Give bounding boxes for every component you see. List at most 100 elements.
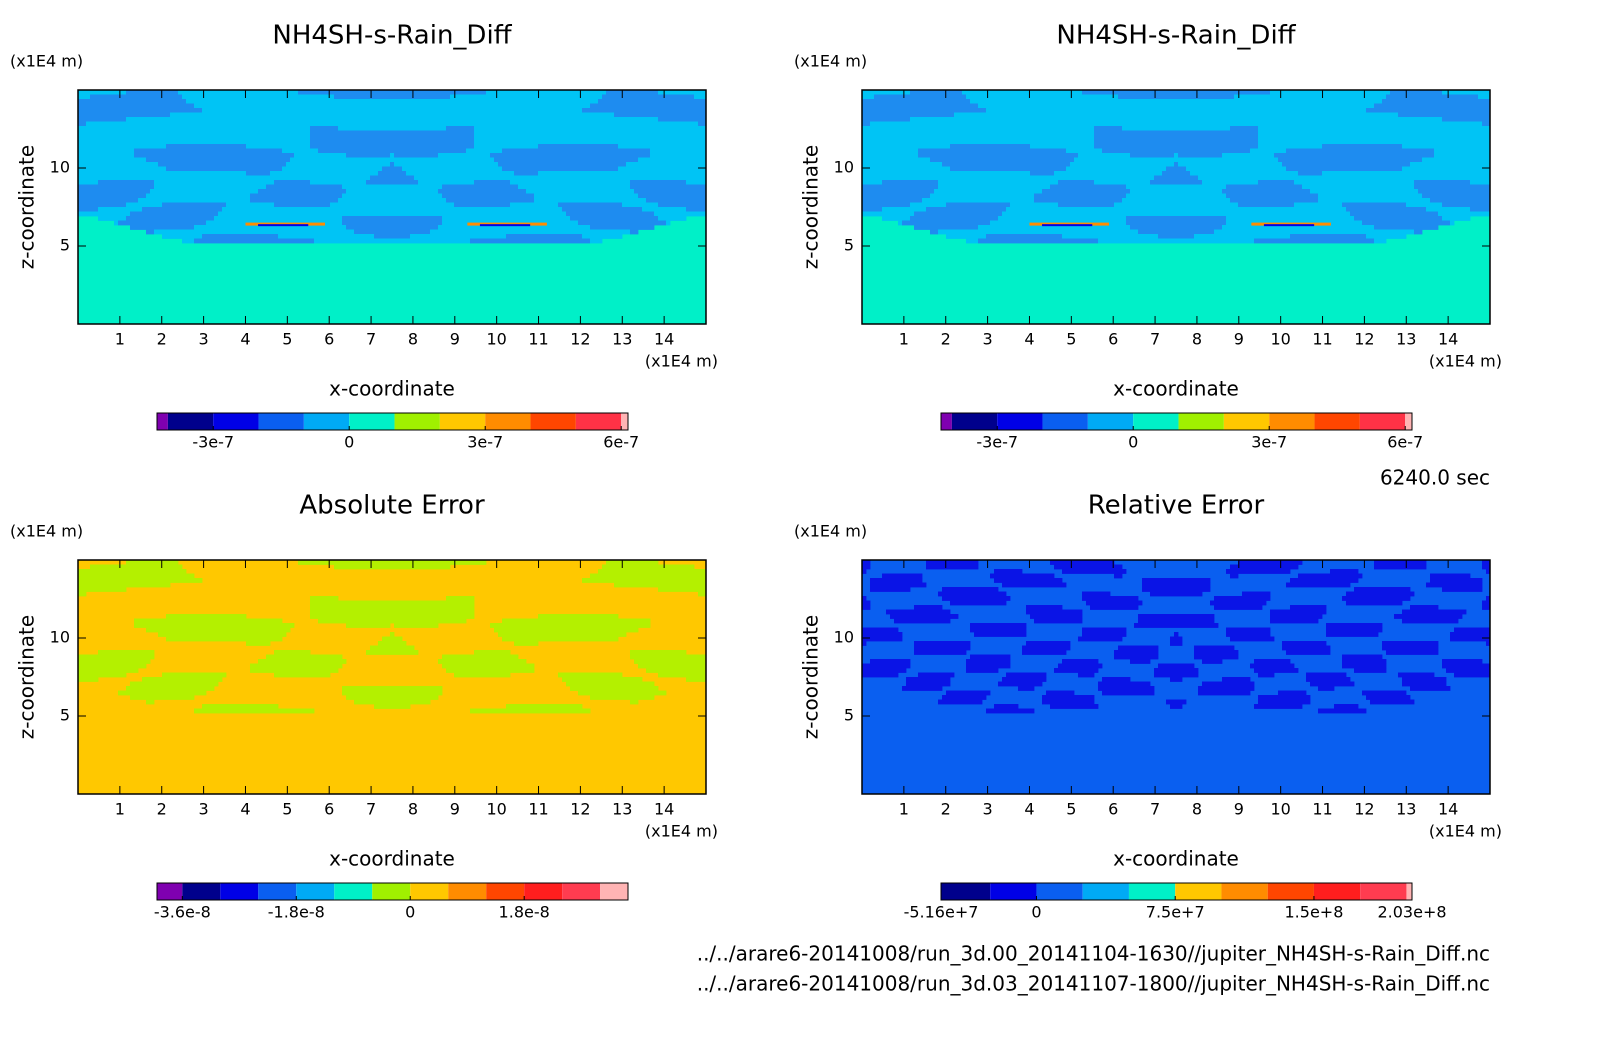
colorbar-segment bbox=[1042, 413, 1088, 430]
field-cell bbox=[614, 582, 707, 588]
field-cell bbox=[342, 220, 443, 226]
field-cell bbox=[658, 216, 687, 221]
field-cell bbox=[862, 564, 871, 570]
field-cell bbox=[1402, 609, 1467, 615]
field-cell bbox=[1094, 144, 1259, 149]
field-cell bbox=[474, 180, 511, 185]
field-cell bbox=[894, 618, 951, 624]
field-cell bbox=[474, 130, 707, 136]
x-tick-label: 10 bbox=[486, 800, 506, 819]
field-cell bbox=[98, 650, 155, 655]
field-cell bbox=[1138, 618, 1215, 624]
field-cell bbox=[1122, 126, 1231, 131]
field-cell bbox=[134, 618, 283, 624]
field-cell bbox=[1258, 126, 1491, 131]
field-cell bbox=[502, 618, 651, 624]
file-path: ../../arare6-20141008/run_3d.00_20141104… bbox=[697, 942, 1490, 966]
field-cell bbox=[114, 220, 119, 226]
field-cell bbox=[562, 677, 643, 682]
field-cell bbox=[590, 103, 707, 109]
field-cell bbox=[78, 202, 127, 208]
colorbar-segment bbox=[575, 413, 622, 430]
field-cell bbox=[1258, 130, 1491, 136]
field-cell bbox=[1174, 162, 1179, 167]
field-cell bbox=[966, 668, 999, 673]
field-cell bbox=[1022, 650, 1067, 655]
colorbar-segment bbox=[990, 883, 1037, 900]
field-cell bbox=[658, 202, 707, 208]
field-cell bbox=[126, 686, 215, 691]
field-cell bbox=[138, 198, 251, 203]
field-feature bbox=[1263, 224, 1315, 227]
field-cell bbox=[1398, 672, 1435, 678]
field-cell bbox=[862, 627, 899, 633]
field-cell bbox=[1346, 591, 1415, 597]
field-cell bbox=[1326, 632, 1379, 637]
field-cell bbox=[1418, 189, 1491, 194]
field-cell bbox=[310, 126, 339, 131]
field-cell bbox=[590, 225, 655, 230]
field-cell bbox=[366, 180, 419, 185]
field-cell bbox=[1470, 180, 1491, 185]
field-cell bbox=[442, 184, 519, 190]
field-cell bbox=[438, 659, 527, 664]
field-cell bbox=[90, 94, 183, 100]
field-cell bbox=[942, 162, 1071, 167]
field-cell bbox=[1130, 225, 1223, 230]
field-cell bbox=[966, 238, 979, 244]
field-cell bbox=[994, 704, 1019, 709]
field-cell bbox=[942, 587, 999, 592]
field-cell bbox=[78, 144, 167, 149]
field-cell bbox=[1054, 564, 1123, 570]
colorbar-segment bbox=[1405, 413, 1412, 430]
field-cell bbox=[882, 180, 939, 185]
field-cell bbox=[418, 180, 475, 185]
field-cell bbox=[1290, 234, 1367, 239]
x-tick-label: 7 bbox=[366, 330, 376, 349]
y-unit: (x1E4 m) bbox=[10, 522, 83, 541]
field-cell bbox=[78, 207, 99, 212]
chart-title: Relative Error bbox=[1088, 491, 1265, 521]
x-tick-label: 12 bbox=[1354, 330, 1374, 349]
x-tick-label: 2 bbox=[157, 800, 167, 819]
field-cell bbox=[382, 166, 403, 172]
x-tick-label: 1 bbox=[899, 800, 909, 819]
field-cell bbox=[126, 216, 215, 221]
field-cell bbox=[1202, 180, 1259, 185]
field-cell bbox=[486, 90, 607, 95]
field-cell bbox=[590, 695, 655, 700]
field-cell bbox=[334, 564, 451, 570]
x-tick-label: 11 bbox=[528, 330, 548, 349]
field-cell bbox=[1410, 162, 1491, 167]
field-cell bbox=[942, 596, 1011, 601]
field-cell bbox=[266, 184, 343, 190]
field-feature bbox=[1251, 222, 1331, 226]
x-tick-label: 7 bbox=[366, 800, 376, 819]
field-cell bbox=[1438, 211, 1491, 217]
colorbar-segment bbox=[997, 413, 1043, 430]
y-tick-label: 5 bbox=[844, 706, 854, 725]
y-tick-label: 5 bbox=[844, 236, 854, 255]
field-cell bbox=[514, 641, 539, 646]
field-cell bbox=[78, 573, 195, 579]
field-cell bbox=[1094, 139, 1259, 145]
field-cell bbox=[906, 681, 951, 687]
field-cell bbox=[582, 234, 623, 239]
field-cell bbox=[654, 211, 707, 217]
colorbar-frame bbox=[156, 412, 629, 431]
field-cell bbox=[346, 153, 391, 158]
field-cell bbox=[78, 578, 203, 583]
colorbar-tick-label: -3.6e-8 bbox=[154, 903, 211, 922]
field-cell bbox=[490, 153, 651, 158]
field-cell bbox=[1254, 668, 1299, 673]
field-cell bbox=[1030, 614, 1083, 619]
field-cell bbox=[98, 216, 127, 221]
field-cell bbox=[310, 130, 475, 136]
field-cell bbox=[606, 560, 659, 565]
field-cell bbox=[1430, 573, 1471, 579]
field-cell bbox=[86, 121, 699, 127]
field-cell bbox=[126, 560, 179, 565]
field-cell bbox=[1194, 645, 1235, 651]
colorbar-segment bbox=[303, 413, 350, 430]
field-cell bbox=[862, 121, 871, 127]
